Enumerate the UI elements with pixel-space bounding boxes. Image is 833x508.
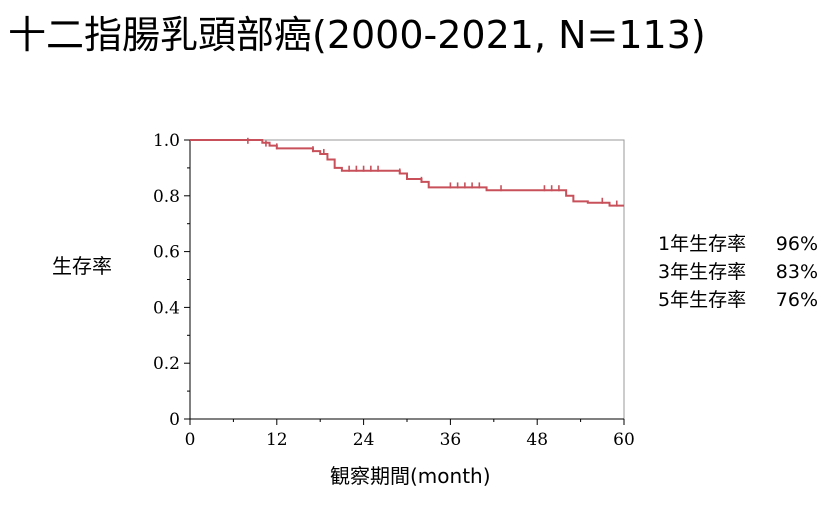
survival-rate-label: 5年生存率 bbox=[658, 289, 747, 311]
y-tick-label: 1.0 bbox=[153, 131, 180, 151]
x-tick-label: 12 bbox=[266, 430, 288, 450]
survival-rate-value: 96% bbox=[775, 233, 818, 255]
survival-rate-5y: 5年生存率 76% bbox=[658, 286, 818, 314]
plot-area bbox=[189, 139, 625, 420]
survival-rate-value: 83% bbox=[775, 261, 818, 283]
y-tick-label: 0.2 bbox=[153, 354, 180, 374]
x-tick-label: 48 bbox=[526, 430, 548, 450]
survival-rate-1y: 1年生存率 96% bbox=[658, 230, 818, 258]
x-axis-label: 観察期間(month) bbox=[330, 464, 491, 488]
x-tick-label: 60 bbox=[613, 430, 635, 450]
y-tick-label: 0.6 bbox=[153, 243, 180, 263]
survival-rate-label: 3年生存率 bbox=[658, 261, 747, 283]
x-tick-label: 0 bbox=[185, 430, 196, 450]
survival-rate-3y: 3年生存率 83% bbox=[658, 258, 818, 286]
survival-curve bbox=[190, 139, 624, 207]
y-tick-label: 0.4 bbox=[153, 298, 180, 318]
x-tick-label: 24 bbox=[353, 430, 375, 450]
chart-title: 十二指腸乳頭部癌(2000-2021, N=113) bbox=[8, 13, 706, 57]
y-axis-label: 生存率 bbox=[52, 254, 112, 278]
survival-rates-list: 1年生存率 96% 3年生存率 83% 5年生存率 76% bbox=[658, 230, 818, 314]
x-tick-label: 36 bbox=[440, 430, 462, 450]
survival-rate-value: 76% bbox=[775, 289, 818, 311]
y-tick-label: 0.8 bbox=[153, 187, 180, 207]
y-tick-label: 0 bbox=[169, 410, 180, 430]
survival-rate-label: 1年生存率 bbox=[658, 233, 747, 255]
